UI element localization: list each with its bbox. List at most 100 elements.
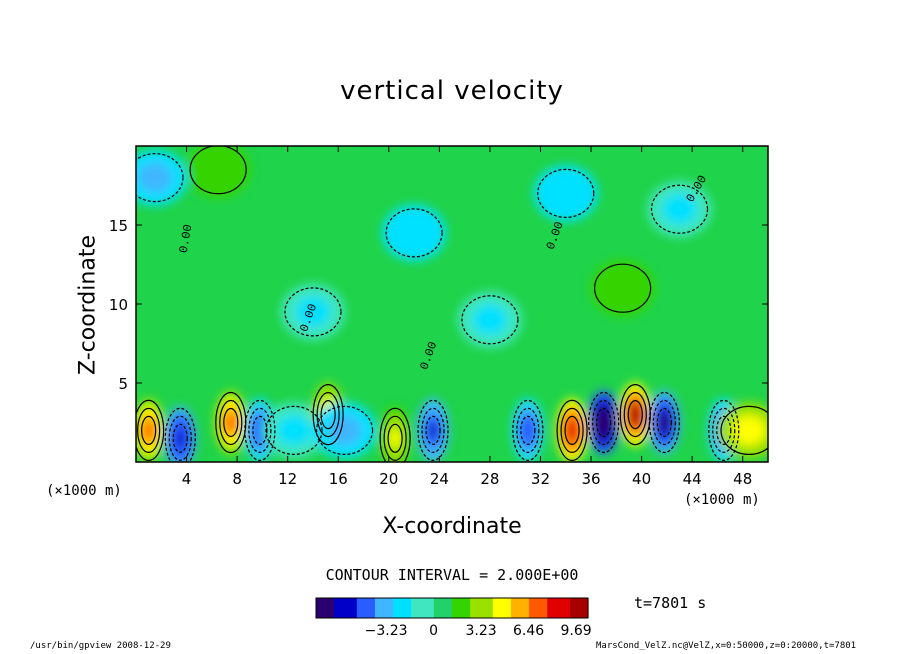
colorbar-segment [343, 598, 349, 618]
colorbar-segment [551, 598, 557, 618]
contour-line [168, 415, 192, 461]
heatmap-cell [397, 217, 432, 248]
colorbar-tick-label: −3.23 [365, 623, 408, 639]
colorbar-segment [456, 598, 462, 618]
colorbar-segment [520, 598, 526, 618]
x-unit-right: (×1000 m) [684, 492, 760, 508]
colorbar-segment [379, 598, 385, 618]
heatmap-cell [427, 420, 439, 440]
contour-line [164, 407, 196, 462]
y-axis-label: Z-coordinate [75, 235, 101, 375]
heatmap-cell [662, 194, 697, 225]
heatmap-cell [143, 420, 155, 440]
colorbar-segment [506, 598, 512, 618]
contour-line [650, 184, 709, 234]
colorbar-segment [329, 598, 335, 618]
colorbar-segment [533, 598, 539, 618]
heatmap-cell [629, 405, 641, 425]
contour-lines [136, 146, 768, 462]
colorbar-segment [338, 598, 344, 618]
y-tick-label: 15 [109, 217, 128, 235]
x-unit-left: (×1000 m) [46, 483, 122, 499]
contour-line [248, 407, 272, 453]
contour-line [136, 153, 184, 203]
contour-line [189, 146, 247, 195]
colorbar-tick-label: 3.23 [466, 623, 497, 639]
contour-line [172, 423, 188, 453]
colorbar-segment [316, 598, 322, 618]
colorbar-segment [529, 598, 535, 618]
x-tick-label: 8 [232, 470, 242, 488]
x-tick-label: 16 [329, 470, 348, 488]
contour-line [516, 407, 540, 453]
contour-line [312, 384, 344, 446]
colorbar-segment [497, 598, 503, 618]
footer-left: /usr/bin/gpview 2008-12-29 [30, 641, 171, 651]
contour-line [594, 263, 652, 313]
heatmap-cell [522, 420, 534, 440]
colorbar-segment [393, 598, 399, 618]
x-tick-label: 48 [733, 470, 752, 488]
colorbar-segment [556, 598, 562, 618]
contour-line [141, 415, 157, 445]
heatmap-cells [136, 146, 768, 462]
colorbar-segment [374, 598, 381, 618]
contour-interval: CONTOUR INTERVAL = 2.000E+00 [325, 566, 579, 584]
contour-line [461, 295, 519, 345]
contour-line [588, 391, 620, 454]
colorbar-tick-label: 0 [429, 623, 438, 639]
colorbar-segment [515, 598, 521, 618]
heatmap-cell [566, 420, 578, 440]
colorbar-segment [356, 598, 362, 618]
colorbar-segment [510, 598, 517, 618]
contour-line [537, 168, 595, 218]
contour-line [564, 415, 580, 445]
colorbar-segment [320, 598, 326, 618]
colorbar-segment [501, 598, 507, 618]
colorbar-segment [352, 598, 358, 618]
heatmap-cell [472, 304, 507, 335]
colorbar-segment [447, 598, 453, 618]
contour-line [379, 407, 411, 462]
contour-value-label: 0.00 [177, 223, 196, 254]
contour-line [316, 392, 340, 438]
contour-line [627, 400, 643, 430]
contour-line [385, 208, 443, 258]
y-tick-label: 10 [109, 296, 128, 314]
contour-line [560, 407, 584, 453]
contour-line [623, 392, 647, 438]
colorbar-segment [442, 598, 449, 618]
heatmap-cell [137, 162, 172, 193]
heatmap-cell [598, 413, 610, 432]
colorbar-segment [429, 598, 435, 618]
colorbar-segment [415, 598, 421, 618]
contour-line [219, 399, 243, 446]
contour-line [425, 415, 441, 445]
colorbar-segment [438, 598, 444, 618]
x-tick-label: 32 [531, 470, 550, 488]
colorbar-segment [411, 598, 417, 618]
x-axis-label: X-coordinate [382, 514, 522, 539]
heatmap-cell [277, 415, 311, 446]
heatmap-cell [327, 415, 362, 446]
colorbar-segment [361, 598, 367, 618]
contour-line [512, 399, 544, 461]
colorbar-segment [452, 598, 458, 618]
contour-line [656, 407, 672, 438]
x-tick-label: 20 [379, 470, 398, 488]
x-tick-label: 28 [480, 470, 499, 488]
x-axis: 4 8 12 16 20 24 28 32 36 40 44 48 [182, 146, 752, 488]
heatmap-cell [295, 296, 330, 327]
contour-line [708, 399, 740, 461]
time-label: t=7801 s [634, 594, 707, 612]
colorbar: −3.23 0 3.23 6.46 9.69 [315, 597, 592, 639]
contour-line [137, 407, 161, 453]
colorbar-segment [574, 598, 580, 618]
contour-line [383, 415, 407, 461]
colorbar-segment [384, 598, 390, 618]
colorbar-segment [583, 598, 589, 618]
colorbar-segment [365, 598, 371, 618]
colorbar-segment [483, 598, 489, 618]
heatmap-cell [225, 413, 237, 432]
